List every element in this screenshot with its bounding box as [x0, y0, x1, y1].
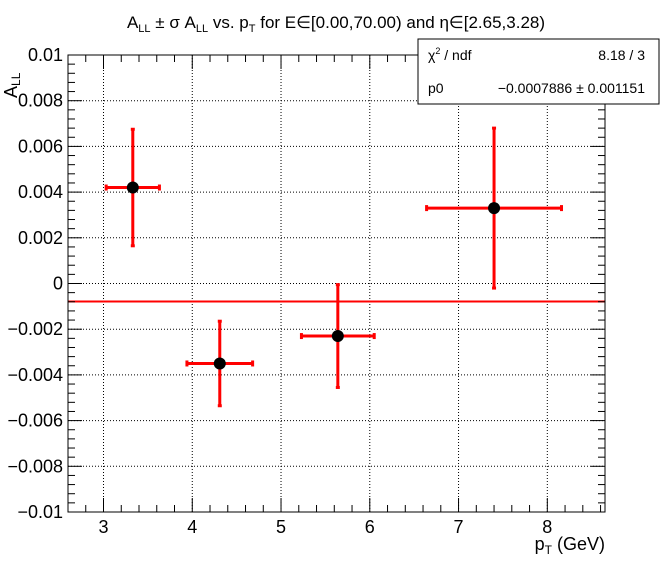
stats-p0-value: −0.0007886 ± 0.001151 [498, 80, 645, 96]
y-tick-label: −0.01 [17, 502, 63, 522]
axis-ticks-layer: 3 4 5 6 7 8 −0.01 −0.008 −0.006 −0.004 −0.002 0 0.00… [7, 45, 605, 537]
stats-box-frame [417, 38, 660, 105]
y-tick-label: −0.006 [7, 411, 63, 431]
x-tick-label: 5 [276, 517, 286, 537]
x-tick-label: 6 [365, 517, 375, 537]
y-tick-label: 0.01 [28, 45, 63, 65]
stats-p0-label: p0 [428, 80, 444, 96]
y-tick-label: −0.004 [7, 365, 63, 385]
x-tick-label: 3 [98, 517, 108, 537]
y-tick-label: −0.002 [7, 319, 63, 339]
x-tick-label: 4 [187, 517, 197, 537]
stats-box: χ2 / ndf 8.18 / 3 p0 −0.0007886 ± 0.0011… [417, 38, 660, 105]
stats-chi2-label: χ2 / ndf [428, 46, 472, 63]
chart-title: ALL ± σ ALL vs. pT for E∈[0.00,70.00) an… [127, 13, 545, 35]
data-layer [104, 126, 564, 408]
y-tick-label: 0.002 [18, 228, 63, 248]
x-axis-label: pT (GeV) [535, 534, 605, 557]
data-point [331, 330, 344, 343]
x-tick-label: 8 [542, 517, 552, 537]
data-point [126, 181, 139, 194]
data-point [213, 357, 226, 370]
y-tick-label: 0.004 [18, 182, 63, 202]
y-tick-label: 0 [53, 274, 63, 294]
stats-chi2-value: 8.18 / 3 [598, 47, 645, 63]
y-tick-label: 0.008 [18, 91, 63, 111]
x-tick-label: 7 [454, 517, 464, 537]
y-tick-label: 0.006 [18, 136, 63, 156]
y-axis-label: ALL [1, 72, 23, 98]
y-tick-label: −0.008 [7, 456, 63, 476]
data-point [488, 202, 501, 215]
